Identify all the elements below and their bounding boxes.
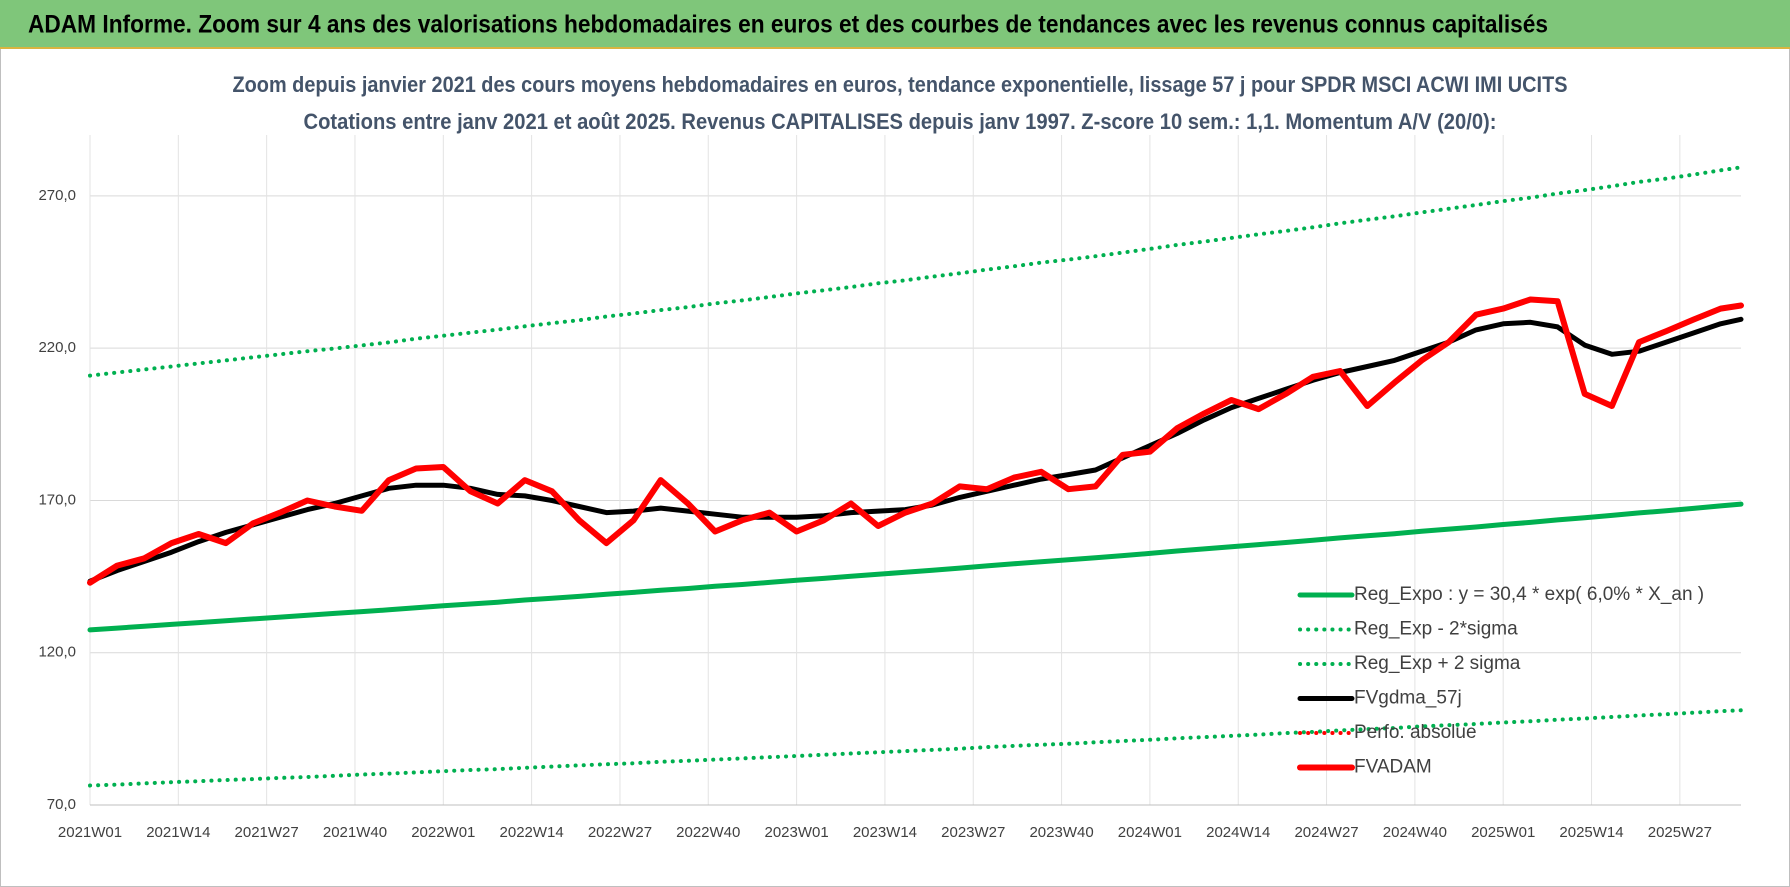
x-tick-label: 2022W27 (588, 824, 652, 841)
x-tick-label: 2022W40 (676, 824, 740, 841)
series-line (87, 501, 1744, 633)
grid: 70,0 120,0 170,0 220,0 270,0 2021W01 2021W14 20… (38, 135, 1741, 841)
legend-label: Reg_Expo : y = 30,4 * exp( 6,0% * X_an ) (1354, 584, 1704, 605)
plot (87, 165, 1744, 788)
x-tick-label: 2025W14 (1559, 824, 1623, 841)
legend-label: FVADAM (1354, 757, 1432, 778)
legend-label: Reg_Exp - 2*sigma (1354, 619, 1518, 640)
x-tick-label: 2023W40 (1029, 824, 1093, 841)
legend: Reg_Expo : y = 30,4 * exp( 6,0% * X_an )… (1297, 584, 1704, 778)
legend-label: Reg_Exp + 2 sigma (1354, 653, 1521, 674)
series-line (88, 165, 1743, 378)
series-line (88, 708, 1743, 788)
series-line (87, 296, 1744, 586)
y-tick-label: 220,0 (38, 339, 76, 356)
x-tick-label: 2024W40 (1383, 824, 1447, 841)
x-tick-label: 2021W14 (146, 824, 210, 841)
y-tick-label: 170,0 (38, 491, 76, 508)
x-tick-label: 2023W14 (853, 824, 917, 841)
x-tick-label: 2021W40 (323, 824, 387, 841)
x-tick-label: 2024W14 (1206, 824, 1270, 841)
x-tick-label: 2024W27 (1294, 824, 1358, 841)
x-tick-label: 2022W14 (500, 824, 564, 841)
x-tick-label: 2025W01 (1471, 824, 1535, 841)
legend-label: FVgdma_57j (1354, 688, 1462, 709)
subtitle: Cotations entre janv 2021 et août 2025. … (304, 109, 1497, 134)
x-tick-label: 2021W27 (235, 824, 299, 841)
x-tick-label: 2025W27 (1648, 824, 1712, 841)
y-tick-label: 270,0 (38, 187, 76, 204)
y-tick-label: 70,0 (47, 796, 76, 813)
y-tick-label: 120,0 (38, 644, 76, 661)
subtitle: Zoom depuis janvier 2021 des cours moyen… (233, 72, 1568, 97)
x-tick-label: 2023W01 (764, 824, 828, 841)
x-tick-label: 2022W01 (411, 824, 475, 841)
header-bar (0, 0, 1790, 48)
legend-label: Perfo. absolue (1354, 722, 1477, 743)
x-tick-label: 2024W01 (1118, 824, 1182, 841)
x-tick-label: 2021W01 (58, 824, 122, 841)
x-tick-label: 2023W27 (941, 824, 1005, 841)
chart-title: ADAM Informe. Zoom sur 4 ans des valoris… (28, 11, 1548, 39)
